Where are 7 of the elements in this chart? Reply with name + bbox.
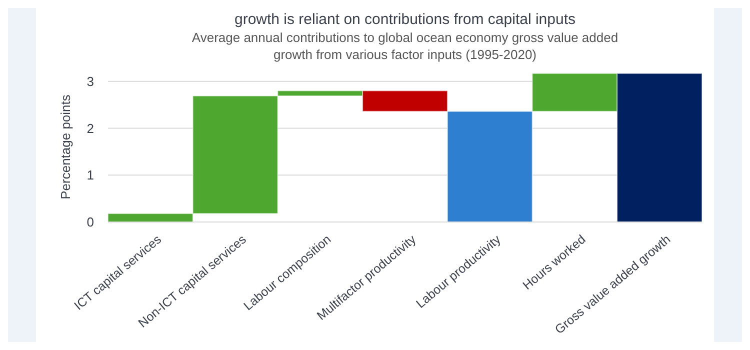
y-axis-title: Percentage points bbox=[58, 94, 73, 200]
chart-subtitle: Average annual contributions to global ocean economy gross value added growth from various factor inputs (1995-2020) bbox=[192, 30, 618, 62]
y-tick-label: 3 bbox=[86, 74, 94, 89]
y-tick-label: 2 bbox=[86, 120, 94, 136]
y-tick-label: 1 bbox=[86, 168, 94, 183]
chart-title: growth is reliant on contributions from capital inputs bbox=[234, 11, 576, 28]
y-tick-label: 0 bbox=[86, 214, 94, 230]
